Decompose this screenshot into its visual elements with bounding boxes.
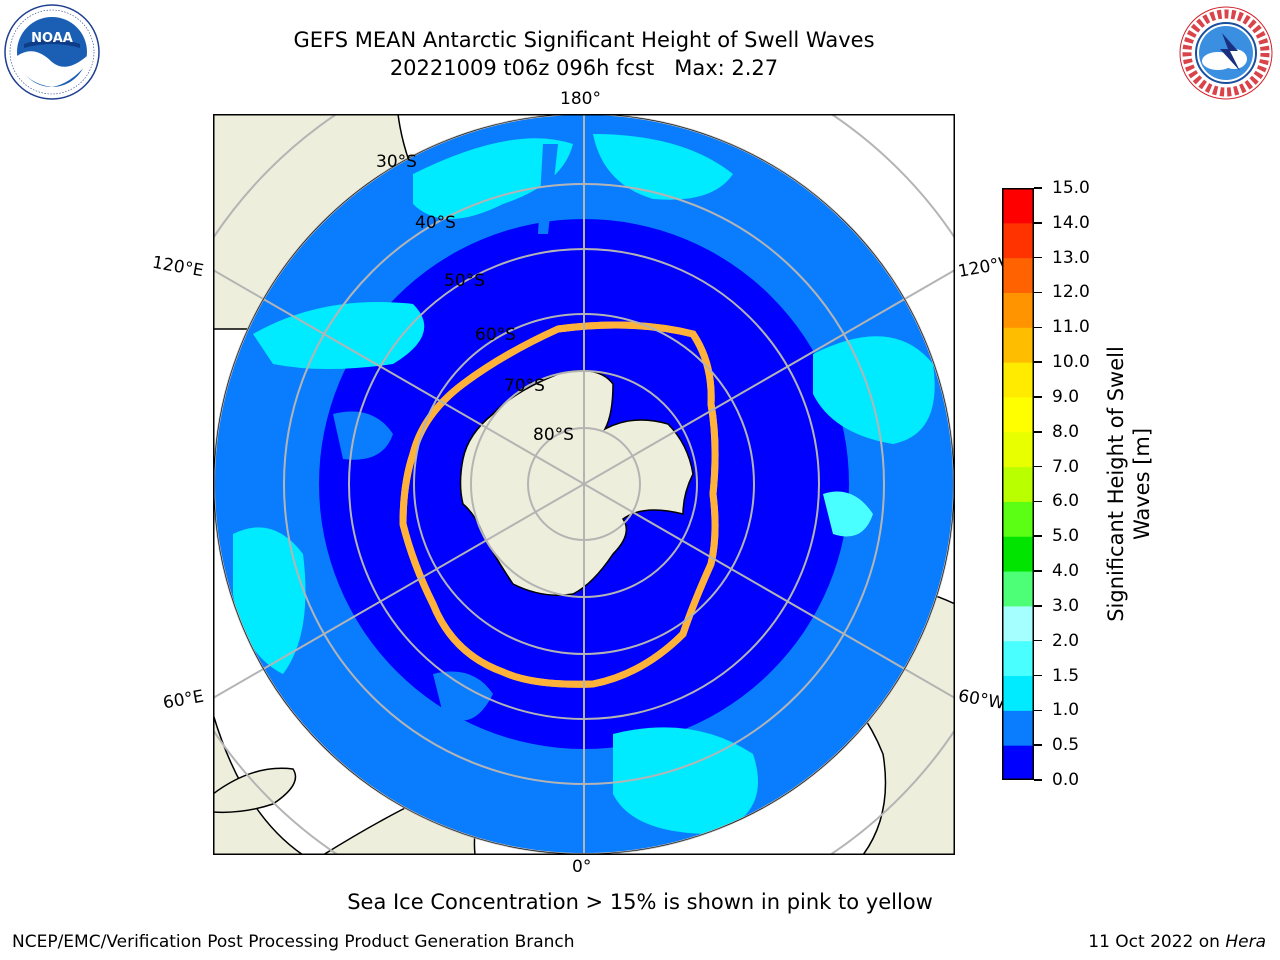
colorbar-bin [1002,431,1034,468]
colorbar-tick-mark [1034,256,1042,259]
colorbar-tick-label: 4.0 [1052,561,1080,582]
colorbar-bin [1002,257,1034,293]
colorbar-tick-mark [1034,779,1042,781]
sea-ice-edge [399,325,715,684]
colorbar-bin [1002,640,1034,677]
footer-branch: NCEP/EMC/Verification Post Processing Pr… [12,932,575,952]
colorbar-bin [1002,362,1034,398]
lat-label-60s: 60°S [475,325,516,345]
colorbar-tick-label: 0.5 [1052,735,1080,756]
polar-map [213,114,955,855]
chart-title: GEFS MEAN Antarctic Significant Height o… [293,28,875,52]
colorbar-bin [1002,396,1034,433]
colorbar-tick-mark [1034,465,1042,468]
colorbar-bin [1002,222,1034,259]
footer-date: 11 Oct 2022 on Hera [1088,932,1266,952]
antarctica [459,369,694,596]
colorbar-tick-mark [1034,361,1042,363]
lon-label-120e: 120°E [150,252,206,282]
colorbar-tick-mark [1034,744,1042,746]
colorbar-tick-mark [1034,570,1042,572]
colorbar-tick-label: 13.0 [1052,247,1090,268]
colorbar-bin [1002,605,1034,642]
colorbar-bin [1002,536,1034,572]
footer-machine: Hera [1225,932,1266,952]
colorbar-bin [1002,501,1034,537]
colorbar-tick-label: 11.0 [1052,317,1090,338]
colorbar-bin [1002,466,1034,502]
colorbar-tick-label: 15.0 [1052,178,1090,198]
chart-subtitle: 20221009 t06z 096h fcst Max: 2.27 [389,56,779,80]
sea-ice-note: Sea Ice Concentration > 15% is shown in … [347,890,933,914]
colorbar-tick-label: 0.0 [1052,770,1080,790]
lat-label-40s: 40°S [415,213,456,233]
colorbar-tick-mark [1034,291,1042,294]
lat-label-30s: 30°S [376,152,417,172]
colorbar-bin [1002,188,1034,224]
colorbar-tick-mark [1034,326,1042,329]
colorbar-tick-label: 10.0 [1052,352,1090,373]
colorbar-tick-label: 6.0 [1052,491,1080,512]
colorbar-tick-mark [1034,187,1042,189]
colorbar-bin [1002,571,1034,607]
lat-label-80s: 80°S [533,425,574,445]
colorbar [1002,188,1034,780]
noaa-logo-icon: NOAA [4,4,100,100]
lon-label-0: 0° [572,857,592,877]
lat-label-50s: 50°S [444,271,485,291]
national-weather-service-logo-icon [1179,6,1273,100]
colorbar-bin [1002,327,1034,363]
colorbar-tick-label: 8.0 [1052,421,1080,442]
noaa-logo-text: NOAA [31,31,73,46]
colorbar-tick-label: 3.0 [1052,595,1080,616]
colorbar-bin [1002,675,1034,711]
colorbar-tick-label: 2.0 [1052,630,1080,651]
colorbar-tick-label: 5.0 [1052,526,1080,547]
colorbar-bin [1002,710,1034,746]
colorbar-label-line1: Significant Height of Swell [1104,346,1128,622]
colorbar-tick-mark [1034,605,1042,607]
lat-label-70s: 70°S [504,376,545,396]
colorbar-tick-mark [1034,222,1042,224]
colorbar-tick-mark [1034,674,1042,677]
lon-label-60e: 60°E [161,686,206,714]
colorbar-bin [1002,745,1034,780]
colorbar-tick-label: 7.0 [1052,456,1080,477]
colorbar-tick-mark [1034,500,1042,503]
colorbar-tick-label: 1.5 [1052,665,1080,686]
colorbar-tick-mark [1034,431,1042,433]
colorbar-tick-mark [1034,396,1042,398]
colorbar-tick-label: 9.0 [1052,386,1080,407]
colorbar-tick-label: 1.0 [1052,700,1080,721]
colorbar-tick-label: 12.0 [1052,282,1090,303]
colorbar-tick-label: 14.0 [1052,212,1090,233]
footer-date-text: 11 Oct 2022 on [1088,932,1226,952]
lon-label-180: 180° [560,89,601,109]
colorbar-tick-mark [1034,709,1042,712]
colorbar-bin [1002,292,1034,328]
colorbar-tick-mark [1034,639,1042,642]
colorbar-tick-mark [1034,535,1042,537]
lon-label-60w: 60°W [956,686,1007,714]
colorbar-label-line2: Waves [m] [1130,427,1154,541]
